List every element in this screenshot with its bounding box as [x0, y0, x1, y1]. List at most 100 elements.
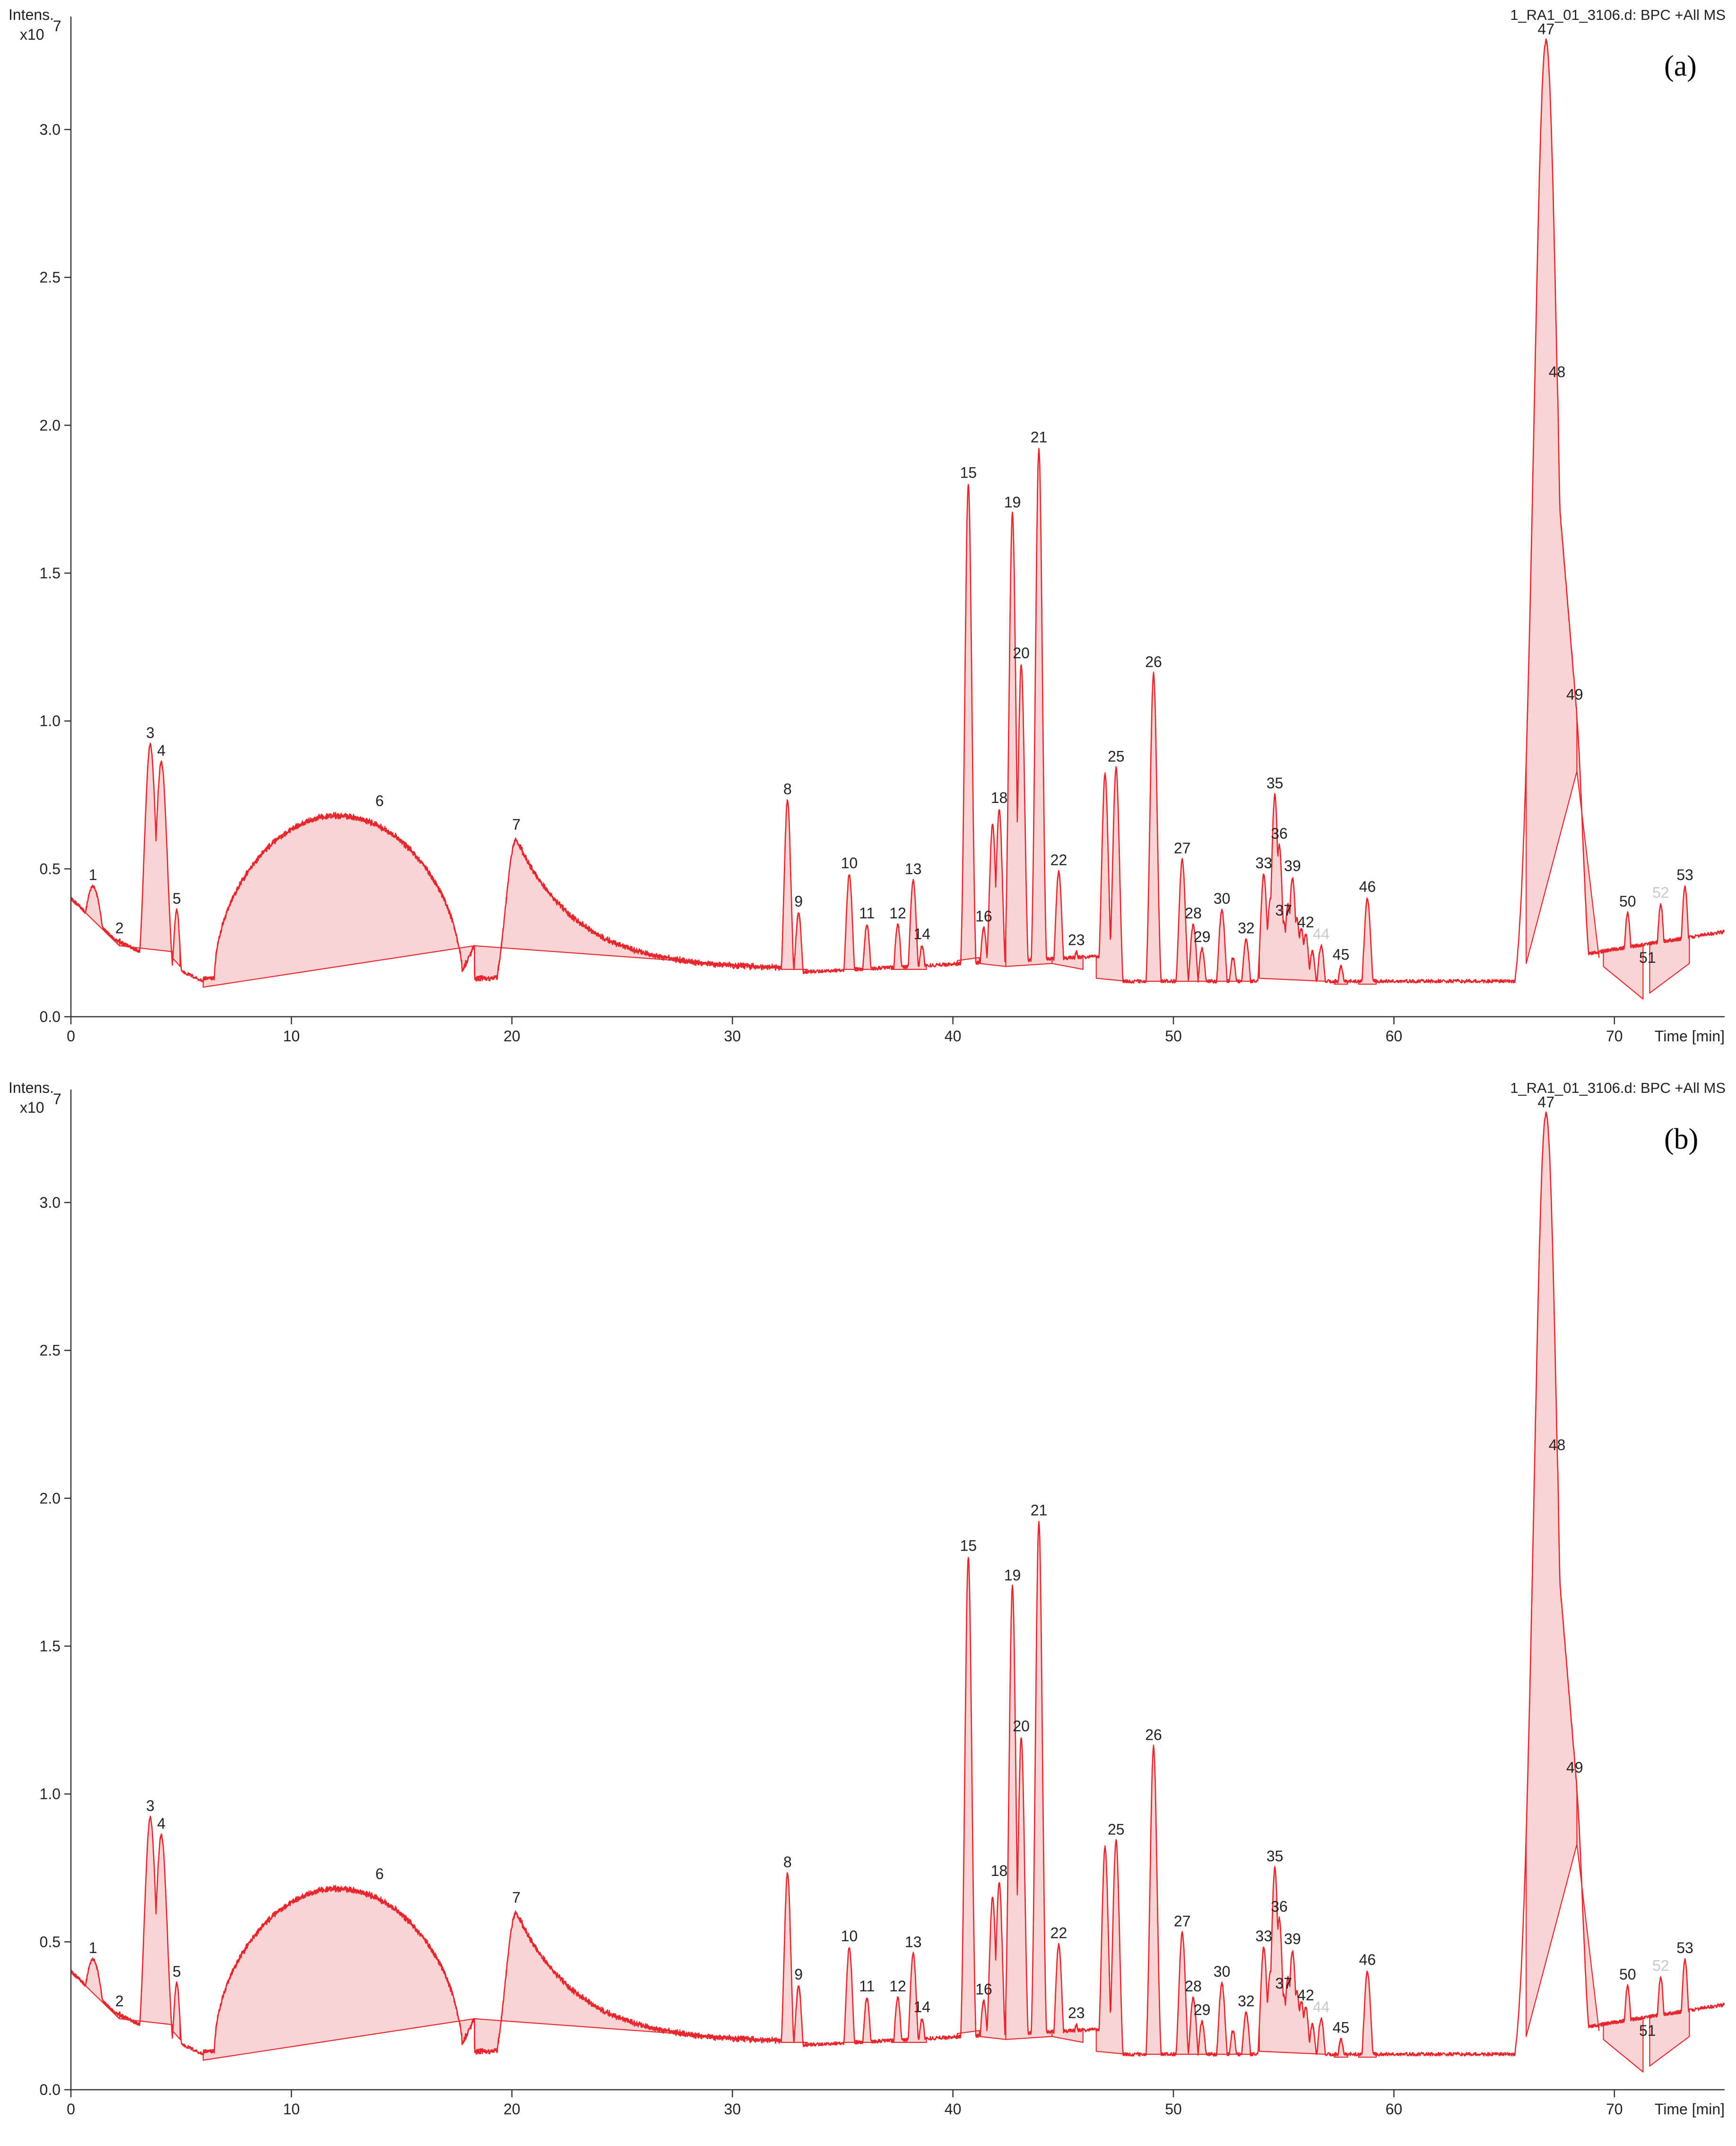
y-axis-scale: x10 — [20, 26, 44, 43]
y-tick-label: 2.5 — [40, 269, 61, 286]
peak-label: 49 — [1566, 686, 1583, 703]
peak-label: 3 — [146, 724, 155, 742]
x-tick-label: 0 — [67, 2101, 75, 2118]
peak-label: 32 — [1238, 1992, 1255, 2009]
peak-area — [474, 1872, 799, 2055]
peak-area — [119, 1815, 173, 2039]
x-tick-label: 10 — [283, 2101, 300, 2118]
peak-label: 42 — [1297, 914, 1314, 931]
peak-label: 12 — [889, 905, 906, 922]
chromatogram-a: 0.0 0.5 1.0 1.5 2.0 2.5 3.0 0 10 20 30 40 50 60 70 Inte… — [9, 6, 1726, 1045]
peak-label: 35 — [1267, 1848, 1284, 1865]
x-tick-label: 50 — [1165, 1028, 1182, 1045]
peak-label: 22 — [1050, 852, 1068, 869]
peak-label: 12 — [889, 1978, 906, 1995]
x-tick-label: 50 — [1165, 2101, 1182, 2118]
y-tick-label: 0.0 — [40, 2081, 61, 2098]
peak-label: 37 — [1275, 902, 1292, 919]
peak-area — [956, 484, 980, 966]
y-tick-label: 0.0 — [40, 1008, 61, 1025]
peak-area-group — [70, 1114, 1690, 2073]
chart-panel-b: 0.0 0.5 1.0 1.5 2.0 2.5 3.0 0 10 20 30 40 50 60 70 Inte… — [0, 1073, 1736, 2146]
peak-label: 28 — [1185, 1978, 1202, 1995]
y-tick-label: 2.0 — [40, 1490, 61, 1507]
peak-label: 27 — [1174, 1913, 1191, 1930]
peak-label: 50 — [1619, 1966, 1636, 1983]
peak-label: 30 — [1214, 890, 1231, 907]
peak-label: 15 — [960, 464, 977, 481]
peak-label: 45 — [1333, 946, 1350, 963]
peak-label: 3 — [146, 1797, 155, 1815]
peak-label: 53 — [1676, 866, 1693, 883]
peak-label: 6 — [375, 1865, 384, 1882]
y-tick-label: 1.0 — [40, 713, 61, 730]
peak-area — [1358, 898, 1377, 985]
chromatogram-b: 0.0 0.5 1.0 1.5 2.0 2.5 3.0 0 10 20 30 40 50 60 70 Inte… — [9, 1079, 1726, 2118]
x-tick-label: 70 — [1606, 2101, 1623, 2118]
x-tick-label: 40 — [945, 2101, 962, 2118]
x-tick-label: 70 — [1606, 1028, 1623, 1045]
peak-label: 23 — [1068, 931, 1085, 948]
peak-label: 27 — [1174, 840, 1191, 857]
peak-label: 26 — [1145, 1727, 1162, 1744]
peak-label: 25 — [1108, 1821, 1125, 1838]
chart-panel-a: 0.0 0.5 1.0 1.5 2.0 2.5 3.0 0 10 20 30 40 50 60 70 Inte… — [9, 6, 1726, 1045]
peak-label: 29 — [1194, 928, 1211, 945]
peak-area — [956, 1557, 980, 2039]
peak-label: 30 — [1214, 1963, 1231, 1980]
trace-title: 1_RA1_01_3106.d: BPC +All MS — [1510, 7, 1726, 23]
y-tick-label: 3.0 — [40, 121, 61, 138]
peak-label: 16 — [975, 907, 992, 925]
panel-letter: (b) — [1664, 1123, 1698, 1155]
y-tick-label: 2.0 — [40, 417, 61, 434]
peak-area-group — [70, 41, 1690, 1000]
peak-label: 1 — [89, 1939, 97, 1956]
y-tick-label: 0.5 — [40, 1933, 61, 1950]
peak-label: 51 — [1639, 2022, 1656, 2039]
peak-label: 52 — [1652, 884, 1669, 901]
x-tick-label: 60 — [1386, 2101, 1403, 2118]
peak-area — [1526, 1114, 1578, 2037]
peak-label: 1 — [89, 866, 97, 883]
peak-area — [1259, 794, 1326, 982]
peak-label: 33 — [1255, 855, 1272, 872]
x-tick-label: 60 — [1386, 1028, 1403, 1045]
y-tick-label: 1.5 — [40, 1638, 61, 1655]
peak-label: 2 — [115, 1992, 124, 2009]
peak-label: 23 — [1068, 2004, 1085, 2021]
peak-label: 44 — [1313, 925, 1330, 942]
x-tick-label: 40 — [945, 1028, 962, 1045]
x-tick-label: 30 — [724, 1028, 741, 1045]
peak-label: 4 — [157, 742, 165, 759]
y-axis-exponent: 7 — [53, 17, 61, 35]
peak-area — [202, 1885, 475, 2061]
peak-label: 26 — [1145, 654, 1162, 671]
peak-label: 16 — [975, 1980, 992, 1998]
peak-label: 7 — [512, 816, 521, 833]
peak-label: 8 — [783, 1853, 792, 1870]
peak-label: 10 — [841, 1928, 858, 1945]
peak-label: 47 — [1537, 20, 1554, 37]
peak-label: 36 — [1271, 825, 1288, 842]
peak-label: 25 — [1108, 748, 1125, 765]
peak-label: 45 — [1333, 2019, 1350, 2036]
peak-area — [1603, 911, 1644, 1000]
x-tick-label: 10 — [283, 1028, 300, 1045]
peak-area — [979, 809, 1007, 967]
peak-label: 37 — [1275, 1975, 1292, 1992]
peak-label: 11 — [859, 905, 875, 922]
peak-label: 46 — [1359, 1951, 1376, 1968]
y-axis-scale: x10 — [20, 1099, 44, 1116]
peak-label: 47 — [1537, 1093, 1554, 1110]
peak-label: 48 — [1549, 364, 1566, 381]
y-tick-label: 1.0 — [40, 1786, 61, 1803]
peak-label: 18 — [991, 789, 1008, 806]
peak-label: 18 — [991, 1862, 1008, 1879]
peak-label: 5 — [173, 1963, 181, 1980]
peak-area — [1576, 1789, 1600, 2032]
peak-label: 10 — [841, 855, 858, 872]
peak-label: 15 — [960, 1537, 977, 1554]
peak-label: 50 — [1619, 893, 1636, 910]
